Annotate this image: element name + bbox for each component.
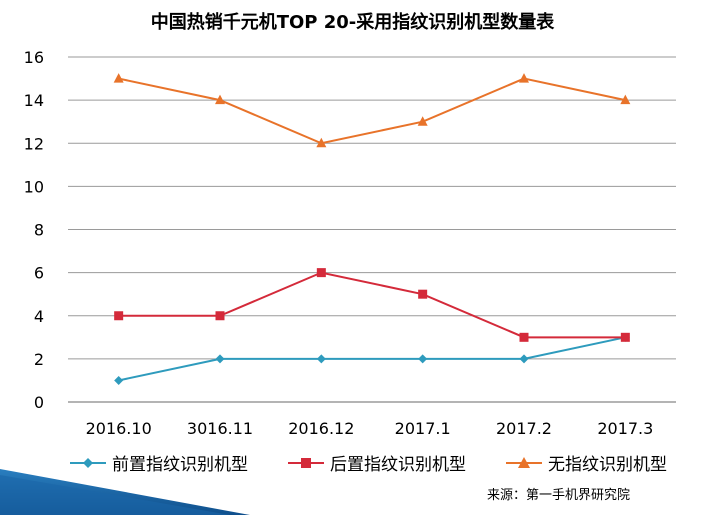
x-tick-label: 2017.3 (597, 419, 653, 438)
x-tick-label: 2016.12 (288, 419, 354, 438)
data-point (620, 332, 630, 342)
data-point (519, 354, 529, 364)
legend-marker-none-icon (506, 456, 542, 468)
source-note: 来源：第一手机界研究院 (486, 488, 630, 503)
y-tick-label: 14 (24, 91, 44, 110)
data-point (215, 311, 225, 321)
data-point (519, 332, 529, 342)
legend-item-back: 后置指纹识别机型 (288, 450, 466, 475)
legend: 前置指纹识别机型 后置指纹识别机型 无指纹识别机型 (70, 450, 667, 475)
data-point (620, 94, 631, 105)
data-point (114, 311, 124, 321)
y-axis: 0 2 4 6 8 10 12 14 16 (24, 48, 44, 412)
data-point (418, 354, 428, 364)
data-point (215, 354, 225, 364)
series-line (118, 77, 626, 145)
series-line (118, 271, 626, 339)
data-point (215, 94, 225, 105)
legend-item-front: 前置指纹识别机型 (70, 450, 248, 475)
grid (68, 56, 676, 403)
y-tick-label: 0 (34, 393, 44, 412)
data-point (114, 375, 124, 385)
x-axis: 2016.10 3016.11 2016.12 2017.1 2017.2 2017.3 (86, 419, 654, 438)
y-tick-label: 16 (24, 48, 44, 67)
data-point (316, 268, 326, 278)
y-tick-label: 10 (24, 177, 44, 196)
chart-title: 中国热销千元机TOP 20-采用指纹识别机型数量表 (150, 12, 555, 33)
x-tick-label: 2017.1 (395, 419, 451, 438)
data-point (113, 73, 124, 83)
data-point (418, 289, 428, 299)
series-line (118, 336, 626, 382)
data-point (316, 137, 327, 148)
x-tick-label: 2016.10 (86, 419, 152, 438)
data-point (417, 116, 428, 126)
legend-label-back: 后置指纹识别机型 (330, 455, 466, 475)
legend-marker-front-icon (70, 457, 106, 468)
legend-marker-back-icon (288, 457, 324, 468)
x-tick-label: 2017.2 (496, 419, 552, 438)
decorative-blue-bar (0, 469, 250, 515)
legend-item-none: 无指纹识别机型 (506, 450, 667, 475)
data-point (519, 73, 529, 83)
data-point (316, 354, 326, 364)
series-group (113, 73, 631, 385)
y-tick-label: 8 (34, 221, 44, 240)
x-tick-label: 3016.11 (187, 419, 253, 438)
y-tick-label: 12 (24, 134, 44, 153)
legend-label-front: 前置指纹识别机型 (112, 455, 248, 475)
y-tick-label: 6 (34, 264, 44, 283)
y-tick-label: 4 (34, 307, 44, 326)
legend-label-none: 无指纹识别机型 (548, 455, 667, 475)
y-tick-label: 2 (34, 350, 44, 369)
